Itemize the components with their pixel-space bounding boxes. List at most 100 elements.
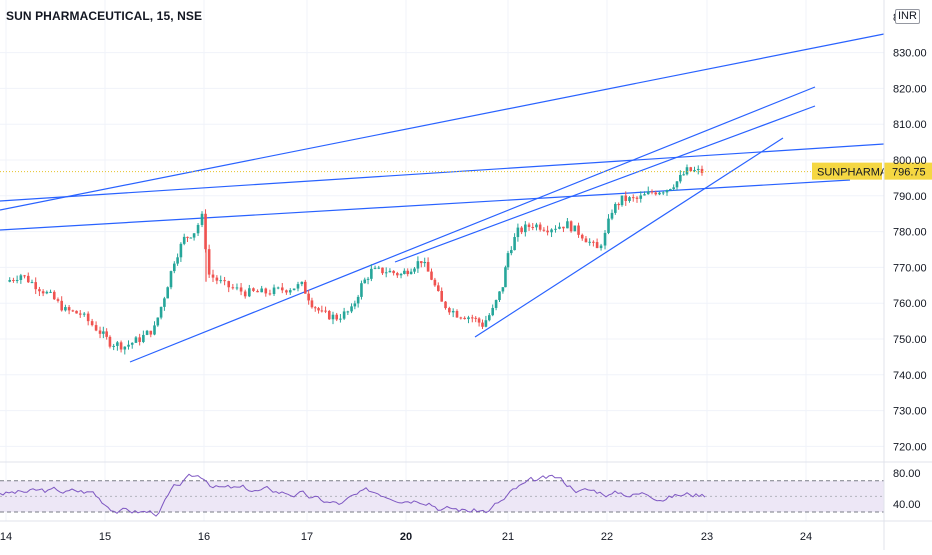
candle-body (285, 290, 288, 293)
candle-body (342, 311, 346, 319)
candle-body (700, 168, 704, 173)
candle-body (516, 227, 520, 238)
candle-body (19, 275, 23, 280)
candle-body (628, 197, 631, 201)
trendline (0, 143, 885, 202)
candle-body (416, 261, 420, 269)
candle-body (520, 227, 523, 233)
candle-body (584, 238, 588, 243)
rsi-tick-label: 80.00 (893, 468, 921, 480)
chart-title: SUN PHARMACEUTICAL, 15, NSE (6, 9, 203, 23)
candle-body (504, 267, 507, 288)
candle-body (189, 237, 193, 239)
candle-body (599, 245, 603, 249)
candle-body (617, 203, 620, 206)
candle-body (239, 287, 243, 292)
candle-body (538, 224, 542, 230)
candle-body (444, 301, 447, 309)
candle-body (64, 307, 67, 311)
candle-body (527, 224, 531, 227)
candle-body (23, 275, 26, 277)
candle-body (272, 287, 276, 295)
candle-body (403, 270, 406, 274)
candle-body (448, 308, 451, 313)
currency-badge[interactable]: INR (895, 9, 920, 24)
candle-body (296, 284, 300, 289)
candle-body (580, 234, 584, 239)
candle-body (373, 267, 377, 269)
time-tick-label: 22 (601, 531, 613, 543)
candle-body (696, 168, 700, 171)
candle-body (635, 197, 639, 199)
candle-body (396, 273, 399, 276)
candle-body (658, 192, 661, 195)
candle-body (392, 270, 395, 274)
candle-body (327, 311, 331, 320)
grid (0, 0, 884, 521)
candle-body (363, 279, 367, 284)
candle-body (569, 221, 573, 232)
candle-body (607, 218, 610, 233)
candle-body (339, 318, 342, 320)
time-tick-label: 14 (0, 531, 12, 543)
candle-body (8, 280, 12, 282)
trendlines[interactable] (0, 33, 885, 363)
candle-body (86, 313, 90, 322)
candle-body (577, 225, 580, 235)
candle-body (685, 167, 689, 175)
candle-body (346, 311, 350, 313)
candle-body (679, 174, 682, 182)
candle-body (15, 279, 19, 281)
candle-body (98, 330, 102, 334)
candle-body (588, 241, 591, 243)
candle-body (488, 315, 491, 321)
candle-body (459, 317, 463, 319)
trendline (0, 33, 885, 211)
candle-body (595, 242, 599, 249)
candle-body (264, 288, 268, 294)
candle-body (243, 291, 247, 297)
candle-body (159, 306, 163, 318)
time-tick-label: 16 (198, 531, 210, 543)
price-tick-label: 760.00 (893, 298, 927, 310)
candle-body (513, 237, 516, 251)
candle-body (643, 194, 646, 196)
candle-body (388, 270, 392, 273)
candle-body (317, 308, 320, 311)
time-tick-label: 17 (301, 531, 313, 543)
candle-body (307, 293, 310, 301)
candle-body (223, 280, 226, 282)
candle-body (130, 342, 134, 345)
symbol-label-bg (812, 162, 882, 180)
candle-body (384, 272, 388, 274)
candle-body (669, 189, 672, 191)
candle-body (268, 293, 272, 295)
candle-body (426, 261, 430, 272)
candle-body (614, 203, 617, 213)
candle-body (510, 250, 513, 254)
candle-body (484, 320, 488, 327)
candle-body (550, 229, 553, 233)
price-tick-label: 820.00 (893, 83, 927, 95)
candle-body (494, 300, 498, 308)
time-tick-label: 23 (701, 531, 713, 543)
candle-body (423, 261, 426, 264)
candle-body (377, 267, 381, 269)
candle-body (558, 226, 561, 229)
candle-body (149, 330, 153, 335)
candle-body (498, 291, 501, 301)
candle-body (38, 289, 41, 292)
price-tick-label: 720.00 (893, 441, 927, 453)
candle-body (370, 268, 373, 279)
price-tick-label: 740.00 (893, 370, 927, 382)
candle-body (123, 346, 127, 350)
time-tick-label: 20 (400, 531, 412, 543)
candle-body (350, 306, 353, 312)
candle-body (455, 310, 459, 318)
candle-body (506, 253, 510, 268)
candle-body (463, 317, 466, 320)
candle-body (366, 278, 370, 280)
candle-body (531, 226, 535, 228)
